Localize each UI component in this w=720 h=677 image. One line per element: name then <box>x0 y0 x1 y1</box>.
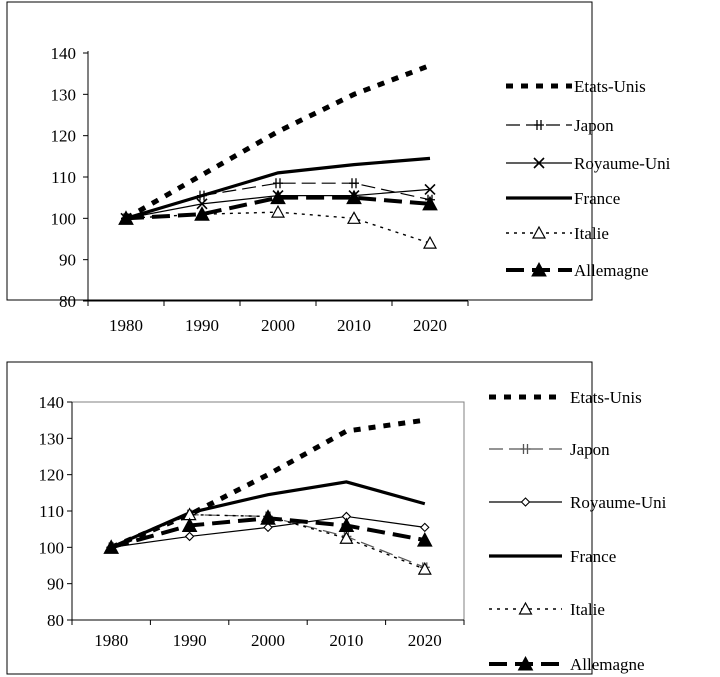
legend-entry: Etats-Unis <box>489 388 642 407</box>
data-point <box>424 183 436 195</box>
x-tick-label: 2010 <box>337 316 371 335</box>
x-tick-label: 1980 <box>94 631 128 650</box>
x-tick-label: 1990 <box>173 631 207 650</box>
y-tick-label: 110 <box>39 502 64 521</box>
legend-marker <box>518 601 533 615</box>
legend-marker <box>533 157 545 169</box>
legend-entry: France <box>489 547 616 566</box>
series-etats-unis <box>110 417 426 550</box>
data-point <box>118 210 134 225</box>
legend-entry: Etats-Unis <box>506 77 646 96</box>
y-tick-label: 80 <box>59 292 76 311</box>
legend-label: Etats-Unis <box>574 77 646 96</box>
x-tick-label: 2020 <box>413 316 447 335</box>
y-tick-label: 120 <box>51 127 77 146</box>
series-italie <box>118 204 438 249</box>
legend-marker <box>531 225 547 239</box>
series-france <box>125 156 431 220</box>
series-line <box>124 63 431 221</box>
y-tick-label: 110 <box>51 168 76 187</box>
legend-entry: Japon <box>506 116 614 135</box>
legend-marker <box>517 655 534 671</box>
data-point <box>184 531 195 542</box>
legend-label: France <box>570 547 616 566</box>
legend-entry: Italie <box>506 224 609 243</box>
legend-entry: Allemagne <box>506 261 649 280</box>
data-point <box>422 235 438 249</box>
x-tick-label: 1980 <box>109 316 143 335</box>
legend-label: Allemagne <box>570 655 645 674</box>
legend-entry: France <box>506 189 620 208</box>
data-point <box>349 178 359 189</box>
data-point <box>346 211 362 224</box>
legend-label: Royaume-Uni <box>574 154 671 173</box>
series-france <box>110 480 426 549</box>
x-tick-label: 2020 <box>408 631 442 650</box>
data-point <box>420 522 430 533</box>
legend-label: Etats-Unis <box>570 388 642 407</box>
series-line <box>125 156 431 220</box>
legend-label: Royaume-Uni <box>570 493 667 512</box>
data-point <box>270 189 286 205</box>
y-tick-label: 90 <box>59 251 76 270</box>
legend-label: France <box>574 189 620 208</box>
data-point <box>263 522 273 533</box>
y-tick-label: 80 <box>47 611 64 630</box>
data-point <box>422 195 438 211</box>
series-line <box>110 417 426 550</box>
data-point <box>260 510 276 525</box>
y-tick-label: 130 <box>51 85 77 104</box>
y-tick-label: 140 <box>51 44 77 63</box>
y-tick-label: 100 <box>51 209 77 228</box>
x-tick-label: 2010 <box>329 631 363 650</box>
data-point <box>338 517 355 533</box>
chart-2-frame <box>6 361 593 675</box>
y-tick-label: 90 <box>47 575 64 594</box>
series-allemagne <box>103 510 433 554</box>
legend-entry: Italie <box>489 600 605 619</box>
legend-label: Japon <box>570 440 610 459</box>
y-tick-label: 140 <box>39 393 65 412</box>
legend-entry: Royaume-Uni <box>506 154 671 173</box>
series-line <box>110 480 426 549</box>
legend-label: Allemagne <box>574 261 649 280</box>
data-point <box>273 178 283 189</box>
chart-1-frame <box>6 1 593 301</box>
series-line <box>110 513 426 570</box>
legend-label: Italie <box>574 224 609 243</box>
data-point <box>339 530 354 544</box>
x-tick-label: 2000 <box>261 316 295 335</box>
y-tick-label: 100 <box>39 538 65 557</box>
series-allemagne <box>118 189 438 225</box>
data-point <box>103 539 120 554</box>
legend-entry: Royaume-Uni <box>489 493 667 512</box>
chart-2: 80 90 100 110 120 130 140 1980 1990 2000 2010 2020 E… <box>39 388 667 674</box>
data-point <box>181 517 198 533</box>
legend-entry: Allemagne <box>489 655 645 674</box>
legend-marker <box>534 120 544 130</box>
data-point <box>416 532 433 547</box>
data-point <box>194 206 210 221</box>
data-point <box>196 198 208 210</box>
legend-marker <box>520 497 531 507</box>
series-etats-unis <box>124 63 431 221</box>
x-tick-label: 1990 <box>185 316 219 335</box>
y-tick-label: 120 <box>39 466 65 485</box>
legend-label: Italie <box>570 600 605 619</box>
data-point <box>346 189 362 205</box>
data-point <box>417 561 432 575</box>
legend-label: Japon <box>574 116 614 135</box>
legend-entry: Japon <box>489 440 610 459</box>
legend-marker <box>520 444 531 454</box>
data-point <box>270 204 286 218</box>
legend-marker <box>531 261 547 277</box>
chart-1: 80 90 100 110 120 130 140 1980 1990 2000 2010 2020 E… <box>51 44 671 335</box>
y-tick-label: 130 <box>39 429 65 448</box>
x-tick-label: 2000 <box>251 631 285 650</box>
